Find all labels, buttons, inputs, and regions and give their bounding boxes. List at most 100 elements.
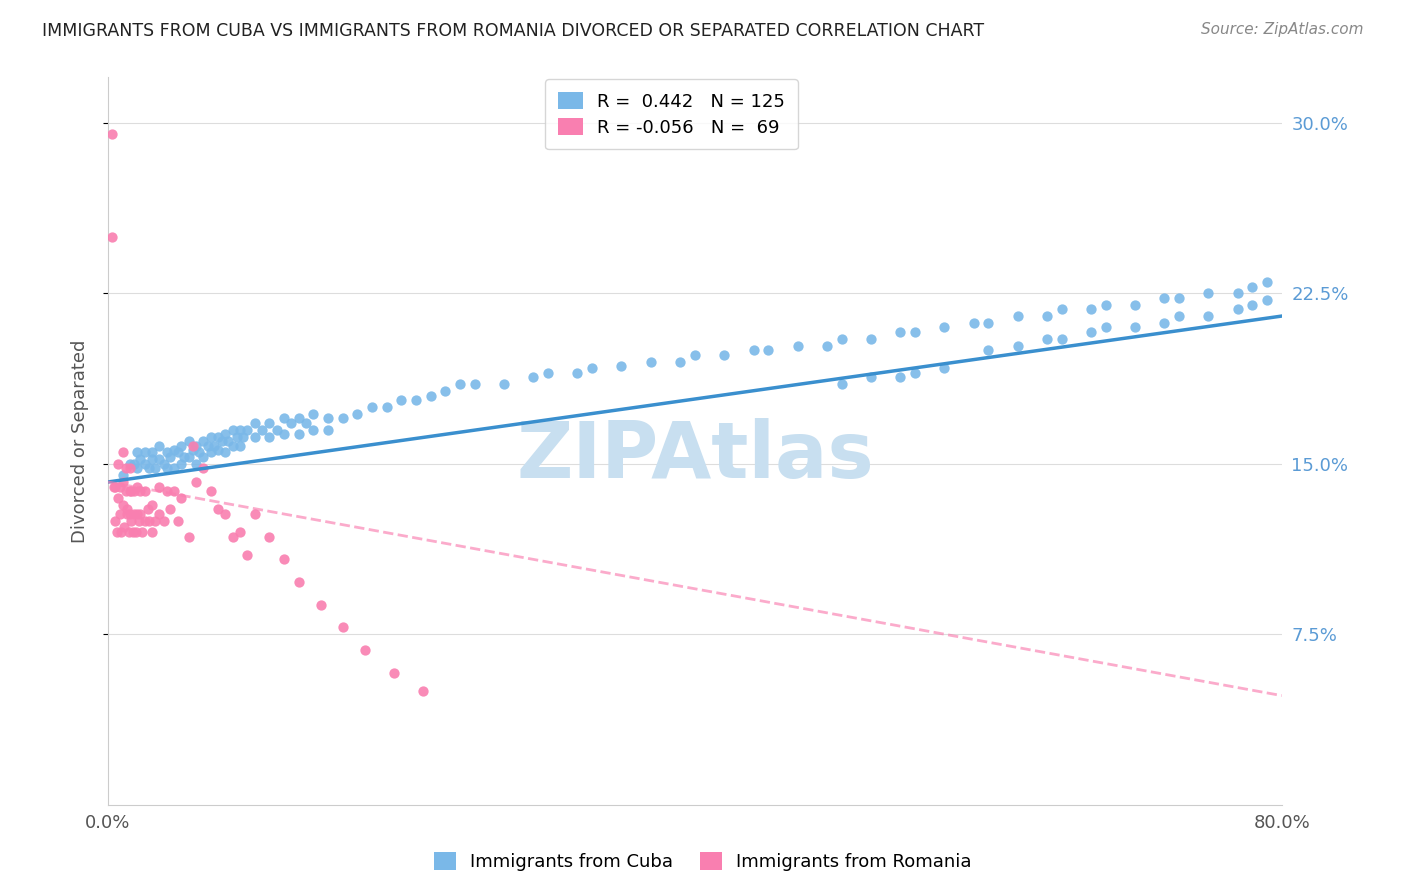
Text: ZIPAtlas: ZIPAtlas [516,417,873,493]
Point [243,416,266,430]
Point [108,479,131,493]
Point [934,361,956,376]
Point [184,439,207,453]
Point [163,461,186,475]
Point [1007,309,1029,323]
Point [419,389,441,403]
Point [177,529,200,543]
Point [101,229,124,244]
Point [302,423,325,437]
Point [138,514,160,528]
Point [243,507,266,521]
Point [1153,316,1175,330]
Point [522,370,544,384]
Y-axis label: Divorced or Separated: Divorced or Separated [72,339,89,542]
Point [110,524,132,539]
Point [977,343,1000,358]
Point [177,434,200,448]
Point [831,332,853,346]
Point [103,479,125,493]
Point [756,343,779,358]
Point [152,457,174,471]
Point [148,452,170,467]
Point [1094,298,1116,312]
Point [287,427,309,442]
Point [118,457,141,471]
Point [211,434,233,448]
Point [1080,325,1102,339]
Point [859,370,882,384]
Point [859,332,882,346]
Point [449,377,471,392]
Point [193,434,215,448]
Point [222,439,245,453]
Point [259,429,281,443]
Point [138,461,160,475]
Point [405,393,427,408]
Point [200,429,222,443]
Point [148,479,170,493]
Point [118,461,141,475]
Point [266,423,288,437]
Point [122,524,145,539]
Point [229,423,252,437]
Point [104,479,127,493]
Point [111,498,134,512]
Point [977,316,1000,330]
Point [904,325,927,339]
Point [934,320,956,334]
Point [159,450,181,464]
Point [904,366,927,380]
Point [202,439,225,453]
Point [163,484,186,499]
Point [108,507,131,521]
Point [273,552,295,566]
Point [1197,309,1219,323]
Point [184,457,207,471]
Point [125,524,148,539]
Point [1241,298,1264,312]
Point [1226,286,1249,301]
Point [287,574,309,589]
Point [134,514,156,528]
Point [610,359,633,373]
Point [353,643,375,657]
Point [193,450,215,464]
Point [280,416,302,430]
Point [226,429,249,443]
Point [259,416,281,430]
Point [683,348,706,362]
Point [332,620,354,634]
Point [128,514,150,528]
Point [121,514,143,528]
Point [537,366,560,380]
Point [214,507,236,521]
Text: Source: ZipAtlas.com: Source: ZipAtlas.com [1201,22,1364,37]
Point [156,461,179,475]
Point [382,665,405,680]
Point [1226,302,1249,317]
Point [156,445,179,459]
Point [786,338,808,352]
Point [121,484,143,499]
Point [259,529,281,543]
Point [111,445,134,459]
Point [114,484,136,499]
Point [1036,309,1059,323]
Legend: Immigrants from Cuba, Immigrants from Romania: Immigrants from Cuba, Immigrants from Ro… [427,846,979,879]
Point [236,548,259,562]
Point [214,445,236,459]
Point [669,354,692,368]
Point [127,461,149,475]
Point [163,443,186,458]
Point [316,423,339,437]
Point [118,507,141,521]
Point [316,411,339,425]
Point [713,348,735,362]
Point [232,429,254,443]
Point [104,514,127,528]
Point [124,484,146,499]
Point [118,484,141,499]
Point [464,377,486,392]
Point [1123,298,1146,312]
